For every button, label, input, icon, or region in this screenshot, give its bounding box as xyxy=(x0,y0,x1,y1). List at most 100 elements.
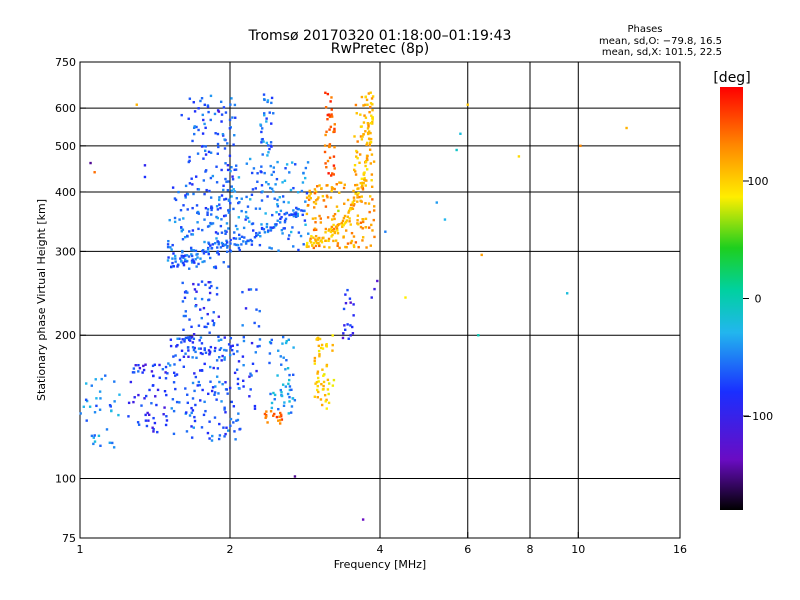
echo-point xyxy=(172,371,176,375)
echo-point xyxy=(84,382,88,385)
echo-point xyxy=(369,102,373,105)
echo-point xyxy=(241,290,244,294)
echo-point xyxy=(330,115,334,118)
echo-point xyxy=(287,378,291,382)
echo-point xyxy=(320,382,323,386)
echo-point xyxy=(309,237,312,241)
echo-point xyxy=(230,97,233,100)
echo-point xyxy=(232,405,236,408)
echo-point xyxy=(301,181,305,184)
echo-point xyxy=(317,390,320,394)
echo-point xyxy=(201,352,204,356)
echo-point xyxy=(249,388,252,391)
echo-point xyxy=(132,400,135,404)
echo-point xyxy=(339,181,343,184)
echo-point xyxy=(133,396,136,399)
echo-point xyxy=(370,223,373,227)
echo-point xyxy=(316,376,320,380)
phases-box-title: Phases xyxy=(627,24,662,35)
echo-point xyxy=(162,413,165,416)
echo-point xyxy=(197,188,201,191)
echo-point xyxy=(212,266,216,269)
echo-point xyxy=(232,143,235,146)
echo-point xyxy=(234,224,238,228)
echo-point xyxy=(278,422,282,425)
axis-ticks: 1 2 4 6 8 10 16 75 100 200 300 400 500 600 750 xyxy=(55,56,687,556)
echo-point xyxy=(327,239,330,243)
echo-point xyxy=(266,99,270,102)
echo-point xyxy=(335,183,338,186)
echo-point xyxy=(190,411,193,415)
echo-point xyxy=(165,415,168,418)
echo-point xyxy=(307,245,310,248)
echo-point xyxy=(208,420,211,423)
echo-point xyxy=(145,424,149,428)
echo-point xyxy=(197,283,200,286)
echo-point xyxy=(223,406,226,409)
echo-point xyxy=(268,147,271,151)
echo-point xyxy=(250,193,254,197)
echo-point xyxy=(214,231,218,234)
echo-point xyxy=(355,155,358,158)
echo-point xyxy=(165,419,169,422)
echo-point xyxy=(208,353,211,356)
y-tick-label: 500 xyxy=(55,140,76,153)
echo-point xyxy=(292,346,295,349)
echo-point xyxy=(371,198,374,201)
echo-point xyxy=(349,223,352,226)
echo-point xyxy=(247,288,251,291)
echo-point xyxy=(251,222,255,225)
echo-point xyxy=(353,163,357,167)
gridlines xyxy=(80,62,680,538)
echo-point xyxy=(232,237,236,240)
echo-point xyxy=(170,248,173,251)
echo-point xyxy=(209,176,213,180)
echo-point xyxy=(194,403,197,407)
echo-point xyxy=(226,188,230,192)
echo-point xyxy=(359,199,362,203)
echo-point xyxy=(155,403,158,407)
echo-point xyxy=(203,347,206,350)
echo-point xyxy=(203,400,206,404)
echo-point xyxy=(187,255,191,258)
echo-point xyxy=(219,206,222,210)
echo-point xyxy=(127,401,131,405)
echo-point xyxy=(222,426,225,429)
echo-point xyxy=(271,226,274,229)
echo-point xyxy=(244,242,248,245)
echo-point xyxy=(255,288,258,291)
echo-point xyxy=(348,220,351,223)
echo-point xyxy=(361,181,364,185)
echo-point xyxy=(248,220,251,223)
echo-point xyxy=(292,214,296,218)
echo-point xyxy=(231,175,234,178)
echo-point xyxy=(207,349,211,352)
echo-point xyxy=(278,415,281,418)
echo-point xyxy=(186,401,189,405)
echo-point xyxy=(184,314,187,318)
echo-point xyxy=(189,336,193,340)
echo-point xyxy=(318,184,321,187)
echo-point xyxy=(303,219,307,222)
echo-point xyxy=(203,240,206,244)
echo-point xyxy=(260,184,264,187)
echo-point xyxy=(320,187,323,190)
echo-point xyxy=(105,428,109,431)
echo-point xyxy=(223,198,226,201)
echo-point xyxy=(200,145,204,148)
echo-point xyxy=(361,239,364,242)
echo-point xyxy=(79,412,82,415)
echo-point xyxy=(178,358,182,362)
echo-point xyxy=(203,149,207,152)
echo-point xyxy=(270,122,273,125)
echo-point xyxy=(323,150,327,154)
echo-point xyxy=(132,371,136,374)
echo-point xyxy=(297,208,301,211)
echo-point xyxy=(191,397,195,400)
echo-point xyxy=(98,408,102,411)
echo-point xyxy=(198,339,201,342)
echo-point xyxy=(202,179,206,182)
echo-point xyxy=(280,394,284,398)
echo-point xyxy=(288,400,291,403)
echo-point xyxy=(208,286,211,290)
